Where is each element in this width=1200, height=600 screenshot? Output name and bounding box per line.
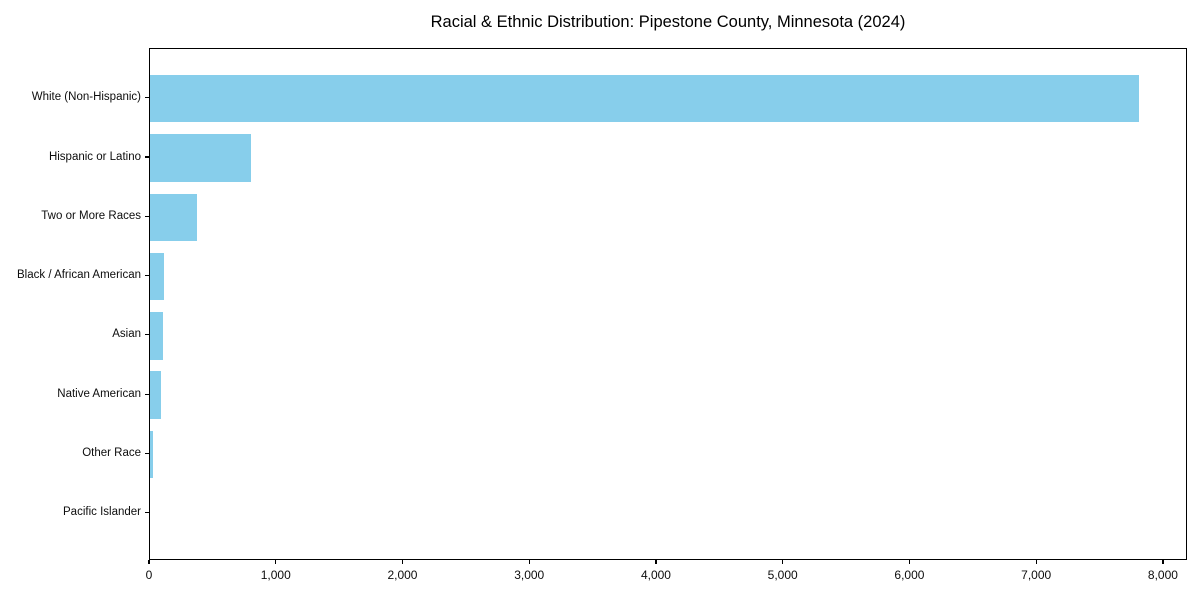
- y-axis-label-other-race: Other Race: [82, 447, 141, 459]
- bar-white-non-hispanic: [150, 74, 1139, 123]
- y-tick-mark: [145, 275, 149, 277]
- y-axis-label-two-or-more-races: Two or More Races: [41, 209, 141, 222]
- y-axis-label-asian: Asian: [112, 328, 141, 341]
- x-tick-label-5000: 5,000: [767, 568, 798, 582]
- bar-black-african-american: [150, 252, 164, 301]
- bar-two-or-more-races: [150, 193, 197, 242]
- y-axis-label-hispanic-or-latino: Hispanic or Latino: [48, 150, 141, 163]
- x-tick-label-7000: 7,000: [1021, 568, 1052, 582]
- x-tick-mark: [655, 560, 657, 564]
- x-tick-mark: [1162, 560, 1164, 564]
- y-axis-label-black-african-american: Black / African American: [17, 269, 141, 282]
- x-tick-label-3000: 3,000: [514, 568, 545, 582]
- x-tick-mark: [148, 560, 150, 564]
- y-tick-mark: [145, 97, 149, 99]
- bar-asian: [150, 312, 163, 360]
- y-axis-label-pacific-islander: Pacific Islander: [63, 506, 141, 519]
- x-tick-mark: [908, 560, 911, 564]
- y-tick-mark: [145, 215, 149, 217]
- x-tick-mark: [275, 560, 277, 564]
- x-tick-mark: [782, 560, 784, 564]
- bar-native-american: [150, 371, 162, 419]
- y-axis-label-white-non-hispanic: White (Non-Hispanic): [31, 91, 141, 104]
- y-axis-label-native-american: Native American: [57, 387, 141, 400]
- x-tick-label-0: 0: [145, 568, 153, 582]
- x-tick-label-4000: 4,000: [640, 568, 671, 582]
- bar-hispanic-or-latino: [150, 134, 252, 182]
- y-tick-mark: [145, 334, 149, 336]
- plot-area: [149, 48, 1187, 560]
- bar-other-race: [150, 430, 153, 479]
- y-tick-mark: [145, 452, 149, 455]
- y-tick-mark: [145, 393, 149, 395]
- x-tick-mark: [528, 560, 530, 564]
- x-tick-label-2000: 2,000: [387, 568, 418, 582]
- y-tick-mark: [145, 512, 149, 514]
- x-tick-mark: [1035, 560, 1037, 564]
- x-tick-label-6000: 6,000: [894, 568, 925, 582]
- x-tick-label-8000: 8,000: [1147, 568, 1178, 582]
- chart-title: Racial & Ethnic Distribution: Pipestone …: [430, 13, 906, 31]
- x-tick-mark: [401, 560, 404, 564]
- y-tick-mark: [145, 156, 149, 158]
- x-tick-label-1000: 1,000: [260, 568, 291, 582]
